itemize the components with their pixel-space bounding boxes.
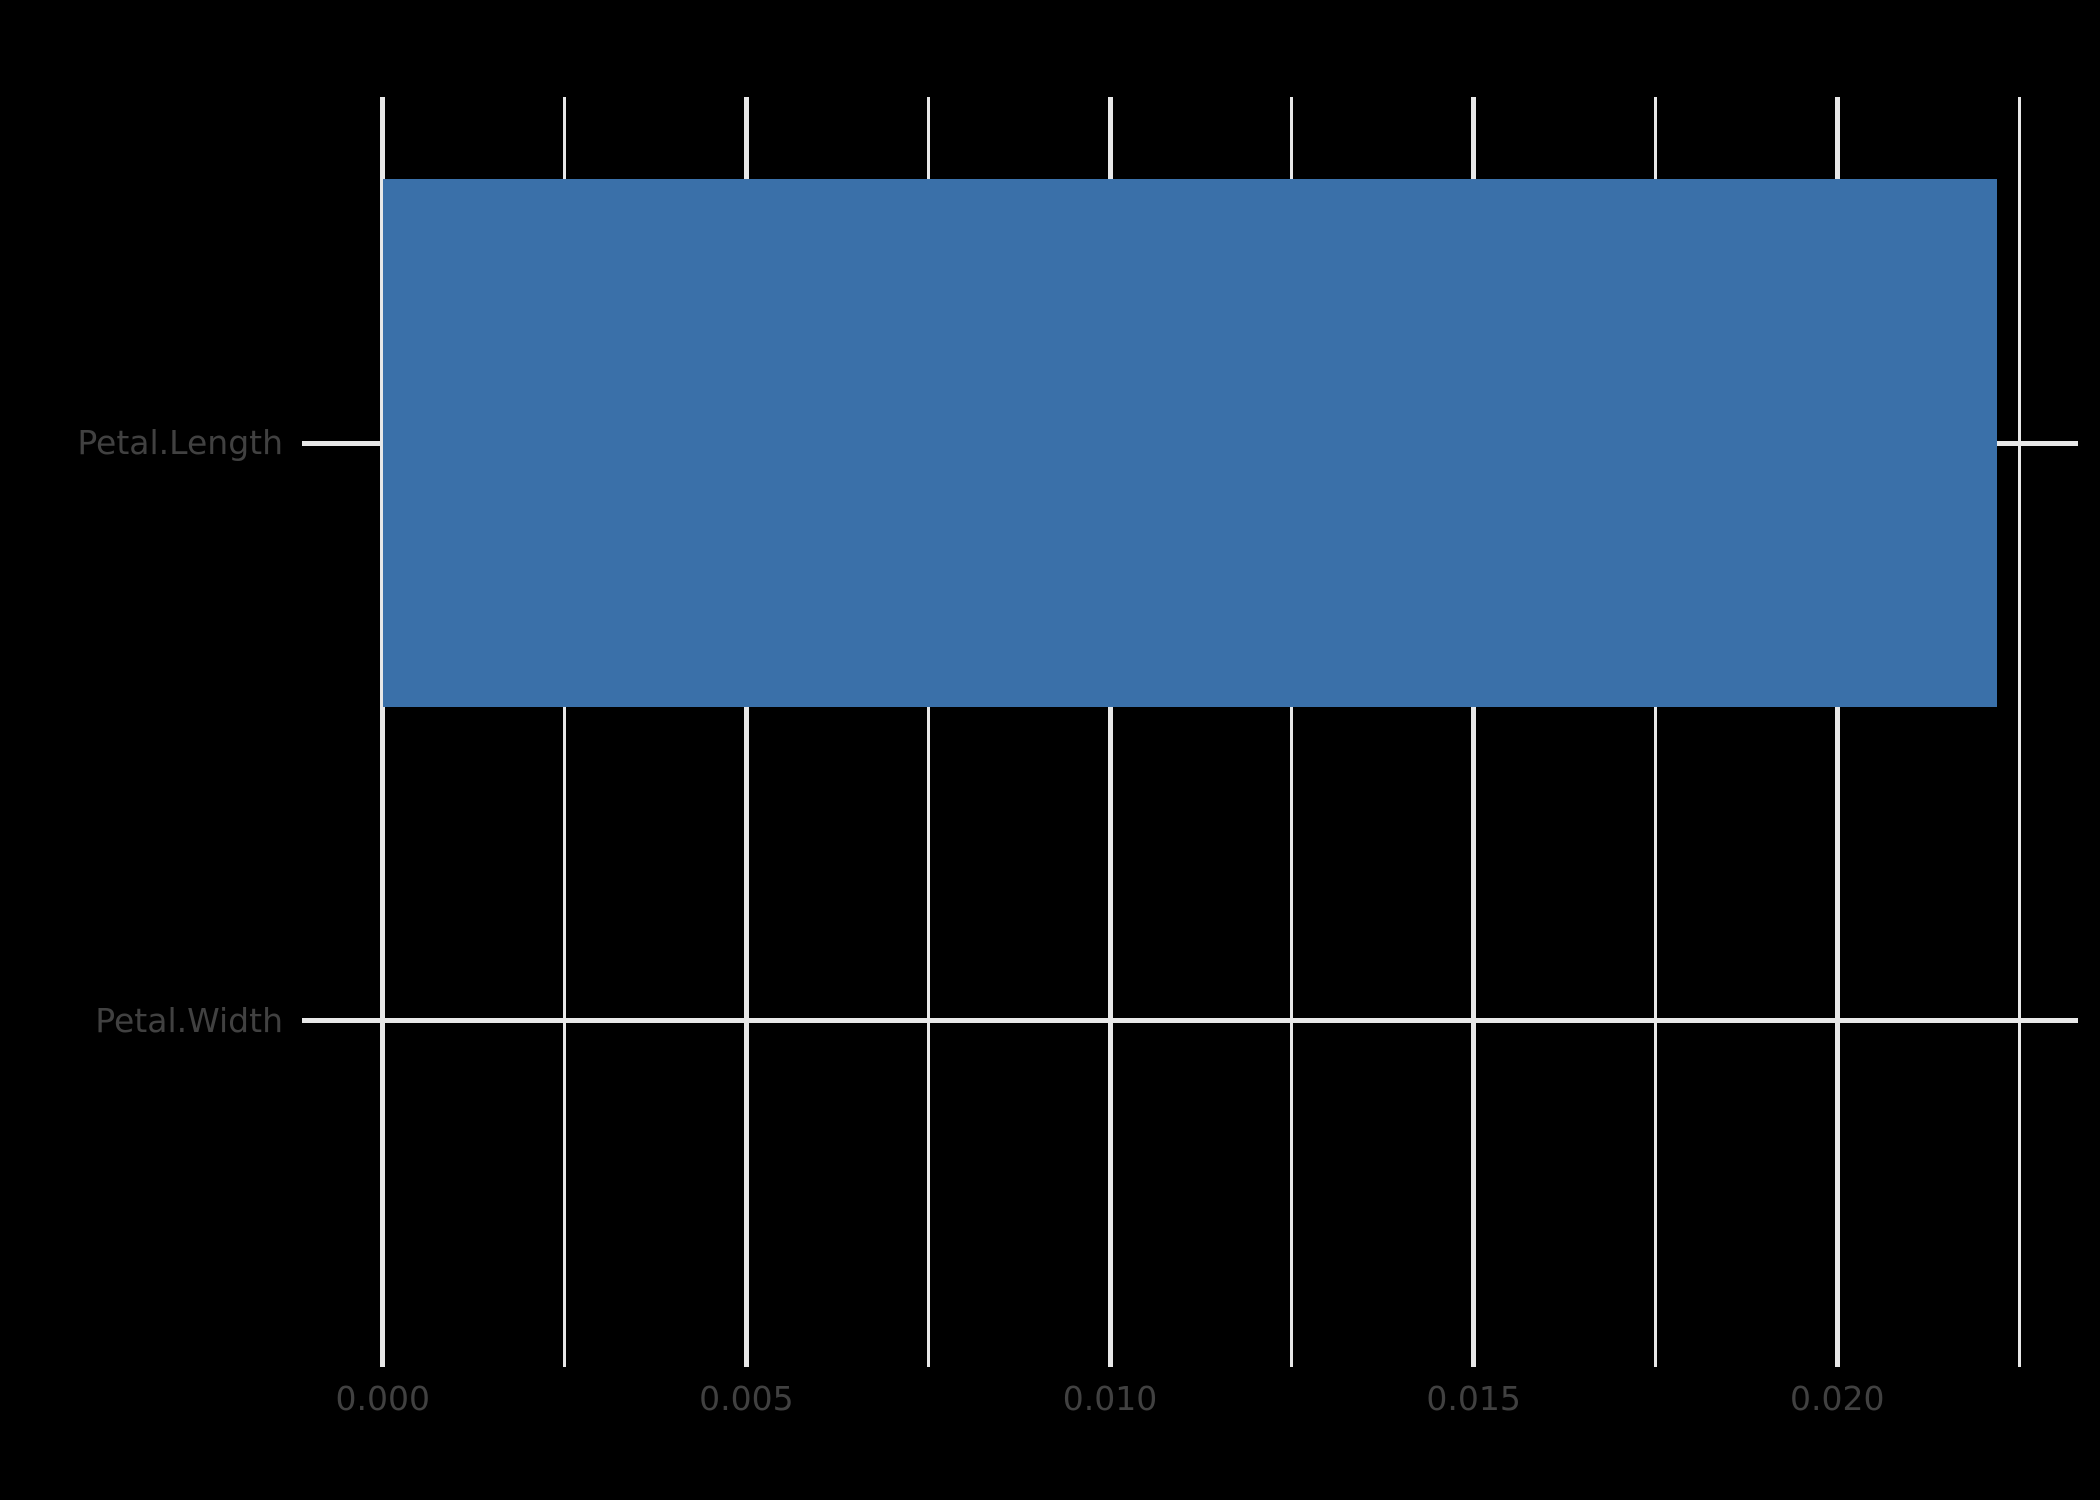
x-tick-label: 0.015	[1426, 1379, 1521, 1418]
x-tick-label: 0.005	[699, 1379, 794, 1418]
x-tick-label: 0.010	[1062, 1379, 1158, 1418]
x-minor-gridline	[563, 97, 567, 1367]
x-major-gridline	[1471, 97, 1477, 1367]
x-major-gridline	[743, 97, 749, 1367]
x-minor-gridline	[1653, 97, 1657, 1367]
bar-petal-length	[382, 179, 1998, 708]
x-minor-gridline	[2017, 97, 2021, 1367]
y-tick-label: Petal.Width	[95, 1000, 283, 1040]
x-major-gridline	[1834, 97, 1840, 1367]
x-minor-gridline	[1290, 97, 1294, 1367]
x-major-gridline	[380, 97, 386, 1367]
y-tick-label: Petal.Length	[77, 423, 283, 463]
x-tick-label: 0.000	[335, 1379, 430, 1418]
plot-panel	[302, 97, 2078, 1367]
x-tick-label: 0.020	[1790, 1379, 1885, 1418]
y-major-gridline	[302, 1018, 2078, 1024]
x-minor-gridline	[926, 97, 930, 1367]
x-major-gridline	[1107, 97, 1113, 1367]
